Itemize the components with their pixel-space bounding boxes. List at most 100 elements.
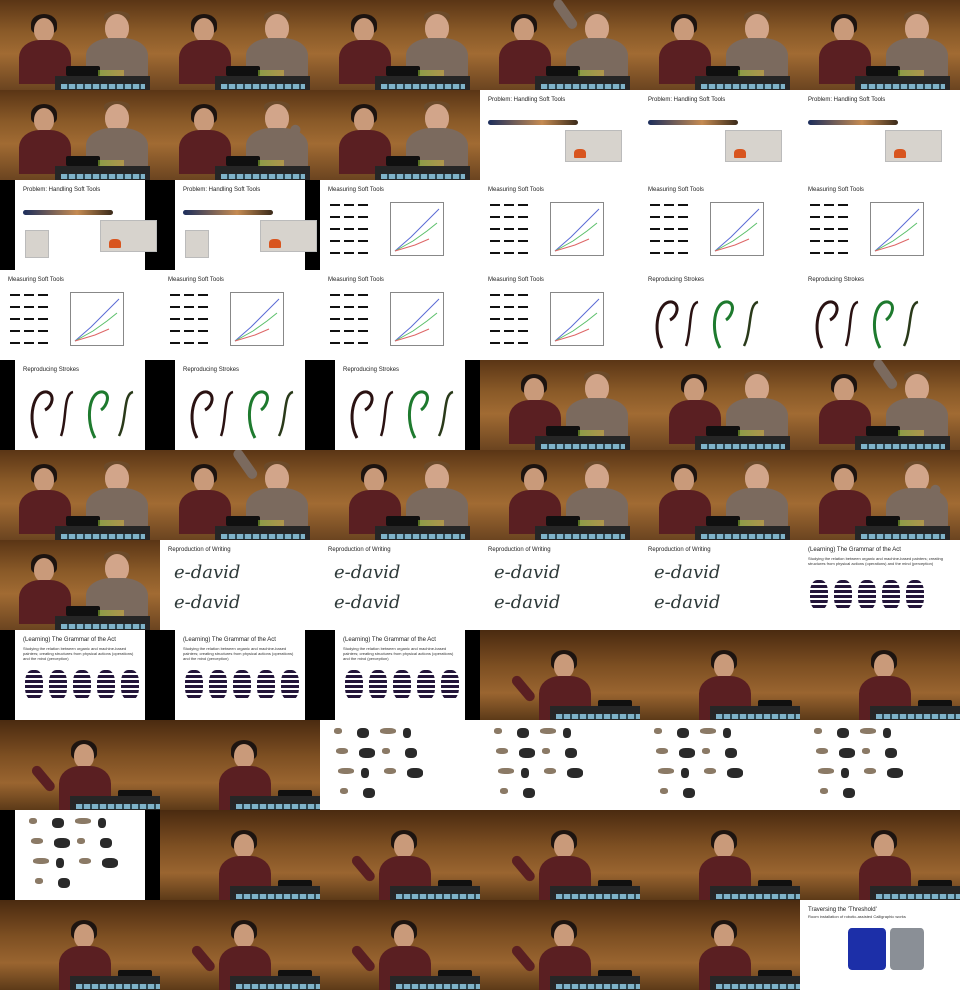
stroke-2 [844, 300, 859, 347]
podium [535, 436, 630, 450]
measurement-curves [554, 208, 600, 252]
podium [215, 76, 310, 90]
paint-block [810, 580, 828, 610]
slide-title: (Learning) The Grammar of the Act [343, 637, 436, 643]
podium [550, 706, 640, 720]
podium-lights [418, 70, 444, 79]
stroke-3 [713, 300, 734, 349]
slide-title: Reproduction of Writing [328, 547, 391, 553]
stroke-3 [248, 390, 269, 439]
ink-mark [54, 838, 70, 848]
thumbnail: Measuring Soft Tools [320, 180, 480, 270]
laptop [546, 66, 580, 76]
thumbnail [640, 810, 800, 900]
ink-mark [839, 748, 855, 758]
brush-stroke-sample [490, 342, 530, 344]
thumbnail: (Learning) The Grammar of the Act Studyin… [0, 630, 160, 720]
podium [55, 166, 150, 180]
thumbnail: (Learning) The Grammar of the Act Studyin… [320, 630, 480, 720]
brush-stroke-sample [170, 330, 210, 332]
podium-banner [236, 804, 320, 809]
thumbnail: Measuring Soft Tools [640, 180, 800, 270]
thumbnail [800, 810, 960, 900]
slide-title: Problem: Handling Soft Tools [648, 97, 726, 103]
ink-mark [58, 878, 70, 888]
brush-stroke-sample [10, 330, 50, 332]
podium [535, 76, 630, 90]
measurement-plot [390, 202, 444, 256]
head [554, 654, 574, 678]
head [714, 654, 734, 678]
laptop [386, 516, 420, 526]
laptop [386, 156, 420, 166]
brush-photo [260, 220, 317, 252]
paint-block [345, 670, 363, 700]
stroke-3 [873, 300, 894, 349]
podium-banner [861, 84, 945, 89]
stroke-reproductions [648, 290, 762, 354]
grey-artwork [890, 928, 924, 970]
laptop [66, 516, 100, 526]
paint-block [49, 670, 67, 700]
brush-diagram [183, 210, 273, 215]
laptop [598, 970, 632, 980]
podium-banner [556, 714, 640, 719]
s-curves [190, 390, 294, 439]
ink-mark [100, 838, 112, 848]
slide-title: Problem: Handling Soft Tools [23, 187, 101, 193]
podium-banner [716, 984, 800, 989]
brush-photo [100, 220, 157, 252]
ink-mark [887, 768, 903, 778]
handwriting-reproduction: e-david [334, 592, 401, 613]
podium-banner [876, 894, 960, 899]
brush-stroke-sample [490, 318, 530, 320]
brush-stroke-sample [330, 306, 370, 308]
gesturing-arm [509, 943, 537, 974]
podium-banner [716, 714, 800, 719]
ink-mark [656, 748, 668, 754]
curve-red [554, 238, 590, 252]
stroke-4 [117, 390, 134, 437]
thumbnail [800, 360, 960, 450]
brush-diagram [488, 120, 578, 125]
podium-banner [861, 444, 945, 449]
handwriting-sample: e-david [654, 562, 721, 583]
brush-stroke-sample [10, 342, 50, 344]
paint-block [257, 670, 275, 700]
curve-red [74, 328, 110, 342]
podium [535, 526, 630, 540]
podium-banner [221, 84, 305, 89]
handwriting-sample: e-david [174, 562, 241, 583]
brush-stroke-sample [10, 318, 50, 320]
head [425, 104, 449, 132]
brush-photo [565, 130, 622, 162]
thumbnail [160, 720, 320, 810]
podium-lights [738, 430, 764, 439]
paint-block [281, 670, 299, 700]
podium [870, 886, 960, 900]
slide-title: Reproducing Strokes [808, 277, 865, 283]
head [105, 464, 129, 492]
gesturing-arm [349, 943, 377, 974]
thumbnail: Reproducing Strokes [160, 360, 320, 450]
thumbnail: Reproducing Strokes [0, 360, 160, 450]
brush-tip [269, 239, 281, 248]
thumbnail: Reproduction of Writing e-david e-david [320, 540, 480, 630]
paint-block [233, 670, 251, 700]
ink-mark [727, 768, 743, 778]
ink-mark [498, 768, 514, 774]
measurement-curves [874, 208, 920, 252]
slide-page: Problem: Handling Soft Tools [175, 180, 317, 270]
gesturing-arm [349, 853, 377, 884]
head [554, 924, 574, 948]
podium [70, 976, 160, 990]
s-curves [815, 300, 919, 349]
stroke-1 [815, 300, 839, 349]
slide-title: Measuring Soft Tools [488, 187, 544, 193]
ink-mark [563, 728, 571, 738]
head [265, 104, 289, 132]
podium [550, 976, 640, 990]
thumbnail [160, 90, 320, 180]
brush-stroke-sample [490, 294, 530, 296]
